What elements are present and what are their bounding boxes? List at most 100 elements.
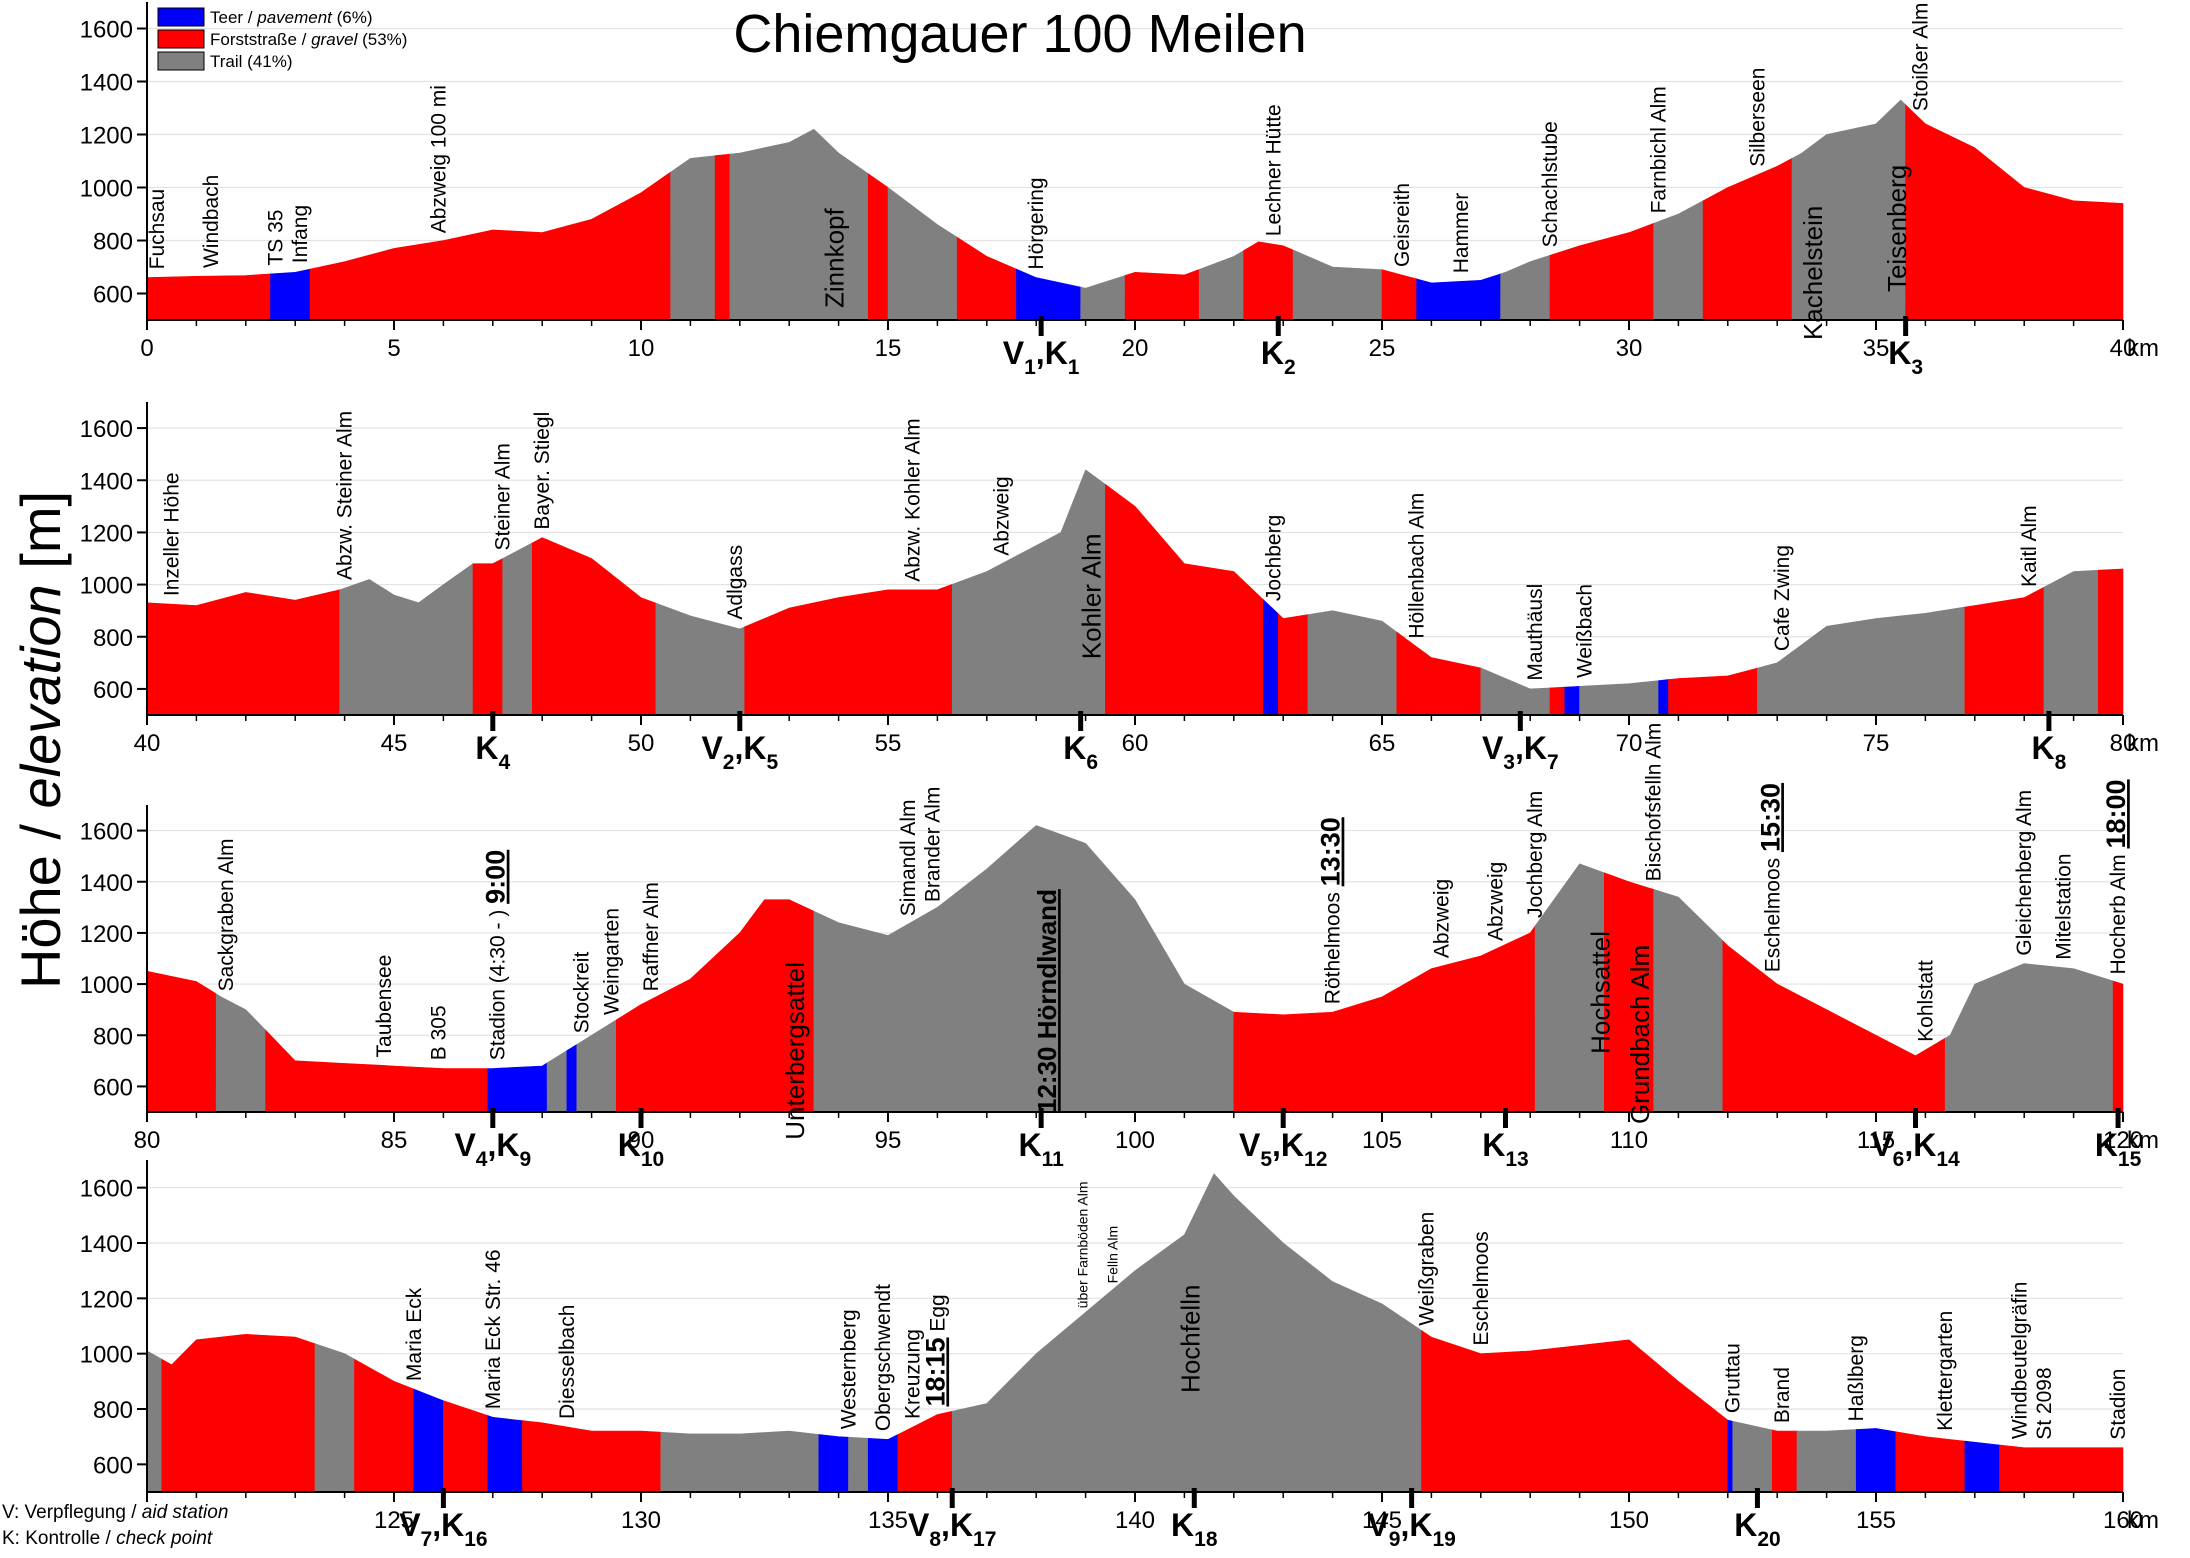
station-label: K11 [1018, 1127, 1064, 1171]
chart-panel-2: 600 800 1000 1200 1400 1600 40 45 50 55 60 65 70 75 80… [80, 402, 2159, 774]
surface-segment-gravel [1722, 940, 1946, 1113]
place-label: Gruttau [1722, 1343, 1745, 1413]
y-tick-label: 1400 [80, 870, 133, 897]
legend-label: Trail (41%) [210, 52, 293, 71]
y-tick-label: 600 [93, 282, 133, 309]
station-label: K8 [2032, 730, 2067, 774]
station-label: K18 [1171, 1507, 1218, 1551]
place-label: Jochberg Alm [1524, 791, 1547, 918]
surface-segment-gravel [265, 1029, 306, 1113]
peak-label: Kohler Alm [1077, 533, 1107, 659]
x-tick-label: 70 [1616, 730, 1643, 757]
y-axis-label: Höhe / elevation [m] [9, 490, 72, 990]
surface-segment-gravel [309, 171, 671, 321]
peak-label: Zinnkopf [820, 208, 850, 308]
x-unit-label: km [2127, 1127, 2159, 1154]
x-tick-label: 115 [1857, 1127, 1895, 1154]
y-tick-label: 600 [93, 1074, 133, 1101]
x-tick-label: 135 [868, 1507, 908, 1534]
place-label: Abzw. Kohler Alm [902, 418, 925, 581]
x-tick-label: 155 [1856, 1507, 1896, 1534]
y-tick-label: 1400 [80, 70, 133, 97]
surface-segment-gravel [383, 1065, 489, 1113]
place-label: Eschelmoos [1470, 1231, 1493, 1345]
footnote-check-point: K: Kontrolle / check point [2, 1528, 213, 1549]
station-label: K3 [1888, 335, 1923, 379]
x-tick-label: 40 [134, 730, 161, 757]
place-label: St 2098 [2033, 1367, 2056, 1439]
surface-segment-gravel [744, 583, 953, 716]
surface-segment-gravel [1895, 1431, 1966, 1493]
place-label: Stockreit [571, 952, 594, 1034]
peak-label: Unterbergsattel [780, 962, 810, 1140]
legend-label: Forststraße / gravel (53%) [210, 30, 407, 49]
place-label: Felln Alm [1104, 1226, 1120, 1284]
place-label: Schachlstube [1539, 121, 1562, 247]
station-label: V8,K17 [908, 1507, 996, 1551]
place-label: Klettergarten [1934, 1311, 1957, 1431]
station-label: K2 [1261, 335, 1296, 379]
surface-segment-trail [339, 563, 474, 716]
peak-label: Teisenberg [1882, 165, 1912, 292]
surface-segment-gravel [443, 1400, 489, 1493]
station-label: K6 [1063, 730, 1098, 774]
place-label: Taubensee [373, 955, 396, 1058]
place-label: Sackgraben Alm [215, 839, 238, 992]
y-tick-label: 1400 [80, 468, 133, 495]
surface-segment-gravel [1549, 686, 1566, 716]
surface-segment-gravel [1771, 1429, 1798, 1493]
x-tick-label: 90 [628, 1127, 655, 1154]
surface-segment-trail [1579, 680, 1659, 716]
y-tick-label: 1200 [80, 520, 133, 547]
place-label: B 305 [427, 1005, 450, 1060]
station-label: V5,K12 [1239, 1127, 1327, 1171]
x-tick-label: 45 [381, 730, 408, 757]
x-tick-label: 85 [381, 1127, 408, 1154]
surface-segment-gravel [1396, 631, 1482, 716]
place-label: Steiner Alm [492, 443, 515, 550]
station-label: V6,K14 [1871, 1127, 1960, 1171]
surface-segment-trail [1944, 963, 2114, 1113]
surface-segment-gravel [1999, 1444, 2124, 1493]
surface-segment-gravel [1277, 613, 1309, 716]
y-tick-label: 1200 [80, 1286, 133, 1313]
surface-segment-trail [996, 1173, 1422, 1493]
place-label: Infang [289, 205, 312, 263]
surface-segment-gravel [1964, 586, 2045, 716]
place-label: Farnbichl Alm [1648, 86, 1671, 213]
x-tick-label: 15 [875, 335, 902, 362]
x-tick-label: 65 [1369, 730, 1396, 757]
peak-label: Hochsattel [1585, 931, 1615, 1054]
y-tick-label: 1000 [80, 573, 133, 600]
y-tick-label: 1600 [80, 1176, 133, 1203]
place-label: Raffner Alm [640, 882, 663, 991]
y-tick-label: 600 [93, 677, 133, 704]
place-label: Brand [1771, 1367, 1794, 1423]
place-label: Stoißer Alm [1909, 3, 1932, 112]
y-tick-label: 1200 [80, 921, 133, 948]
chart-panel-3: 600 800 1000 1200 1400 1600 80 85 90 95 100 105 110 1… [80, 723, 2159, 1171]
place-label: Eschelmoos 15:30 [1755, 783, 1785, 972]
place-label: Simandl Alm [897, 799, 920, 916]
place-label: Weingarten [600, 908, 623, 1015]
legend-label: Teer / pavement (6%) [210, 8, 373, 27]
peak-label: Kachelstein [1798, 206, 1828, 340]
place-label: Mauthäusl [1524, 584, 1547, 681]
place-label: Adlgass [724, 545, 747, 620]
place-label: Stadion (4:30 - ) 9:00 [481, 850, 511, 1060]
surface-segment-gravel [867, 173, 889, 321]
x-tick-label: 140 [1115, 1507, 1155, 1534]
footnote-aid-station: V: Verpflegung / aid station [2, 1502, 229, 1523]
peak-label: 12:30 Hörndlwand [1032, 889, 1062, 1113]
x-tick-label: 125 [374, 1507, 414, 1534]
x-tick-label: 95 [875, 1127, 902, 1154]
station-label: V4,K9 [454, 1127, 531, 1171]
surface-segment-pavement [1658, 679, 1669, 716]
x-tick-label: 80 [2110, 730, 2137, 757]
legend: Teer / pavement (6%) Forststraße / gravel… [157, 7, 407, 71]
place-label: Silberseen [1746, 68, 1769, 167]
place-label: Abzweig [1430, 879, 1453, 958]
surface-segment-trail [314, 1343, 355, 1493]
x-unit-label: km [2127, 1507, 2159, 1534]
station-label: K20 [1734, 1507, 1780, 1551]
